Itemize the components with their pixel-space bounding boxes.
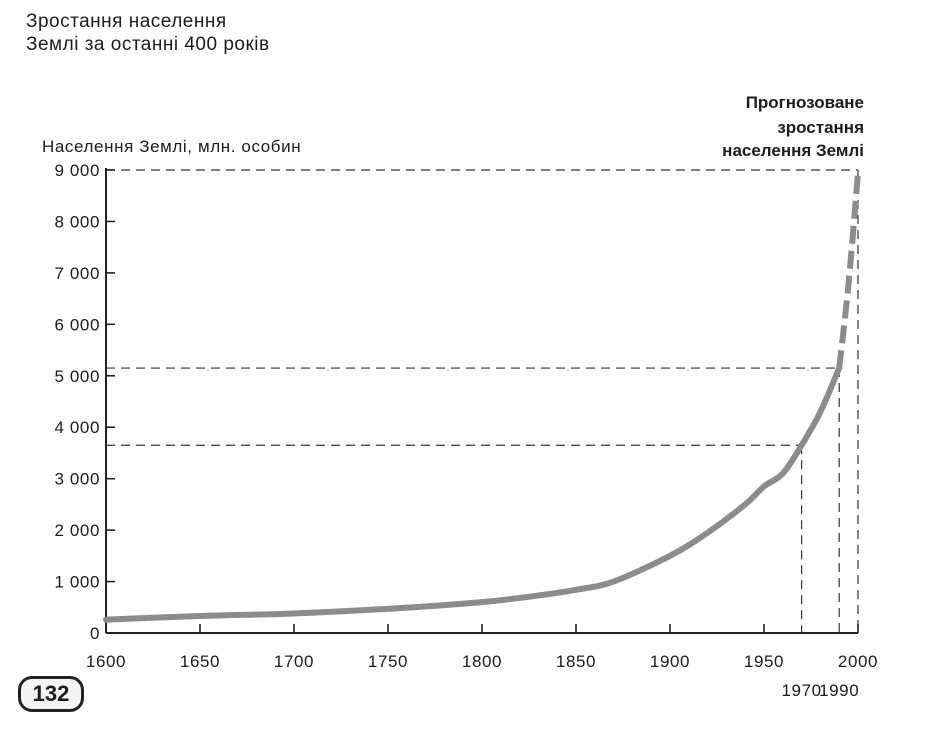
x-tick-label: 1800 (462, 652, 502, 671)
x-tick-label: 1850 (556, 652, 596, 671)
x-tick-label: 1700 (274, 652, 314, 671)
population-curve (103, 365, 843, 623)
y-tick-label: 9 000 (54, 161, 100, 180)
y-tick-label: 7 000 (54, 264, 100, 283)
page-title-line-2: Землі за останні 400 років (26, 34, 270, 55)
x-tick-label: 1900 (650, 652, 690, 671)
extra-x-label: 1970 (781, 681, 821, 700)
x-tick-label: 1950 (744, 652, 784, 671)
forecast-annotation-line-2: зростання (777, 118, 864, 137)
page-number-badge: 132 (18, 676, 84, 712)
y-tick-label: 3 000 (54, 470, 100, 489)
axes (105, 168, 858, 634)
x-tick-label: 2000 (838, 652, 878, 671)
y-tick-label: 0 (90, 624, 100, 643)
y-tick-label: 4 000 (54, 418, 100, 437)
forecast-curve (836, 172, 861, 369)
reference-lines (106, 169, 859, 633)
y-tick-label: 8 000 (54, 212, 100, 231)
extra-x-label: 1990 (819, 681, 859, 700)
forecast-annotation-line-1: Прогнозоване (746, 93, 864, 112)
x-ticks: 1600 1650 1700 1750 1800 1850 1900 1950 2000 1970… (86, 624, 878, 700)
y-tick-label: 2 000 (54, 521, 100, 540)
forecast-annotation-line-3: населення Землі (722, 141, 864, 160)
x-tick-label: 1650 (180, 652, 220, 671)
page-title: Зростання населення Землі за останні 400… (26, 10, 270, 56)
forecast-annotation: Прогнозоване зростання населення Землі (722, 93, 864, 160)
x-tick-label: 1600 (86, 652, 126, 671)
y-axis-label: Населення Землі, млн. особин (42, 137, 301, 156)
y-tick-label: 5 000 (54, 367, 100, 386)
y-tick-label: 1 000 (54, 573, 100, 592)
y-tick-label: 6 000 (54, 315, 100, 334)
series-group (103, 172, 861, 623)
page-title-line-1: Зростання населення (26, 11, 227, 32)
x-tick-label: 1750 (368, 652, 408, 671)
y-ticks: 0 1 000 2 000 3 000 4 000 5 000 6 000 7 000 8 00… (54, 161, 115, 643)
